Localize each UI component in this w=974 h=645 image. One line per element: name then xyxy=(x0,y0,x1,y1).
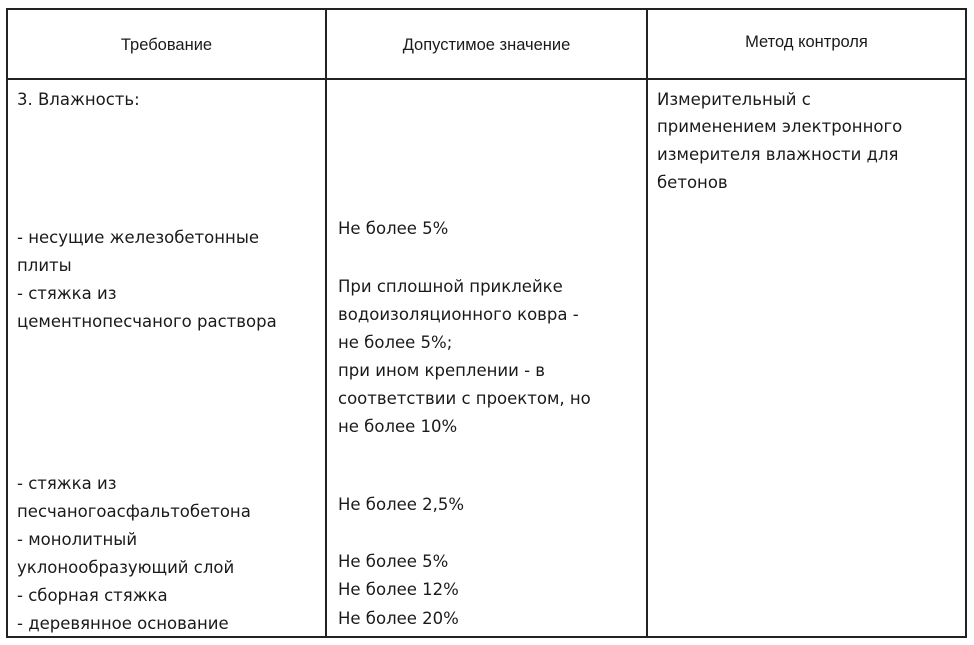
method-line: применением электронного xyxy=(657,117,903,136)
requirement-line: - стяжка из xyxy=(17,284,117,303)
header-control-method: Метод контроля xyxy=(745,33,868,51)
table-border-right xyxy=(965,8,967,638)
table-border-top xyxy=(6,8,967,10)
value-line: не более 5%; xyxy=(338,333,453,352)
value-line: Не более 2,5% xyxy=(338,495,465,514)
requirement-line: - несущие железобетонные xyxy=(17,228,260,247)
value-line: Не более 5% xyxy=(338,219,449,238)
value-line: Не более 20% xyxy=(338,609,459,628)
value-line: водоизоляционного ковра - xyxy=(338,305,579,324)
method-line: бетонов xyxy=(657,173,728,192)
header-allowed-value: Допустимое значение xyxy=(402,36,571,54)
method-line: измерителя влажности для xyxy=(657,145,899,164)
value-line: Не более 12% xyxy=(338,580,459,599)
value-line: не более 10% xyxy=(338,417,458,436)
requirement-line: цементнопесчаного раствора xyxy=(17,312,277,331)
header-requirement: Требование xyxy=(120,36,213,54)
requirement-line: - деревянное основание xyxy=(17,614,229,633)
table-border-left xyxy=(6,8,8,638)
method-line: Измерительный с xyxy=(657,90,811,109)
requirement-line: уклонообразующий слой xyxy=(17,558,235,577)
requirement-line: - монолитный xyxy=(17,530,138,549)
column-divider-2 xyxy=(646,8,648,638)
requirement-line: песчаногоасфальтобетона xyxy=(17,502,251,521)
value-line: при ином креплении - в xyxy=(338,361,546,380)
requirement-line: - стяжка из xyxy=(17,474,117,493)
header-divider xyxy=(6,78,967,80)
value-line: При сплошной приклейке xyxy=(338,277,563,296)
table-border-bottom xyxy=(6,636,967,638)
requirement-line: - сборная стяжка xyxy=(17,586,168,605)
requirement-line: плиты xyxy=(17,256,72,275)
requirement-title: 3. Влажность: xyxy=(17,90,140,109)
column-divider-1 xyxy=(325,8,327,638)
value-line: соответствии с проектом, но xyxy=(338,389,591,408)
value-line: Не более 5% xyxy=(338,552,449,571)
